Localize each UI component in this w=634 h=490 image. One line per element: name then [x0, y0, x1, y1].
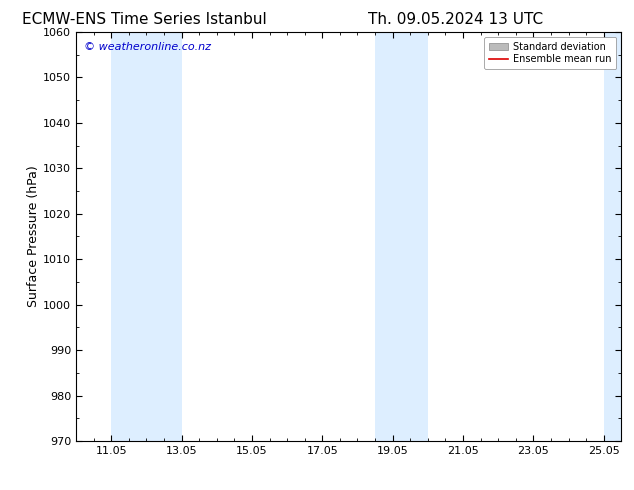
Bar	[604, 32, 621, 441]
Bar	[375, 32, 428, 441]
Y-axis label: Surface Pressure (hPa): Surface Pressure (hPa)	[27, 166, 41, 307]
Legend: Standard deviation, Ensemble mean run: Standard deviation, Ensemble mean run	[484, 37, 616, 70]
Bar	[111, 32, 181, 441]
Text: ECMW-ENS Time Series Istanbul: ECMW-ENS Time Series Istanbul	[22, 12, 266, 27]
Text: © weatheronline.co.nz: © weatheronline.co.nz	[84, 42, 211, 52]
Text: Th. 09.05.2024 13 UTC: Th. 09.05.2024 13 UTC	[368, 12, 543, 27]
